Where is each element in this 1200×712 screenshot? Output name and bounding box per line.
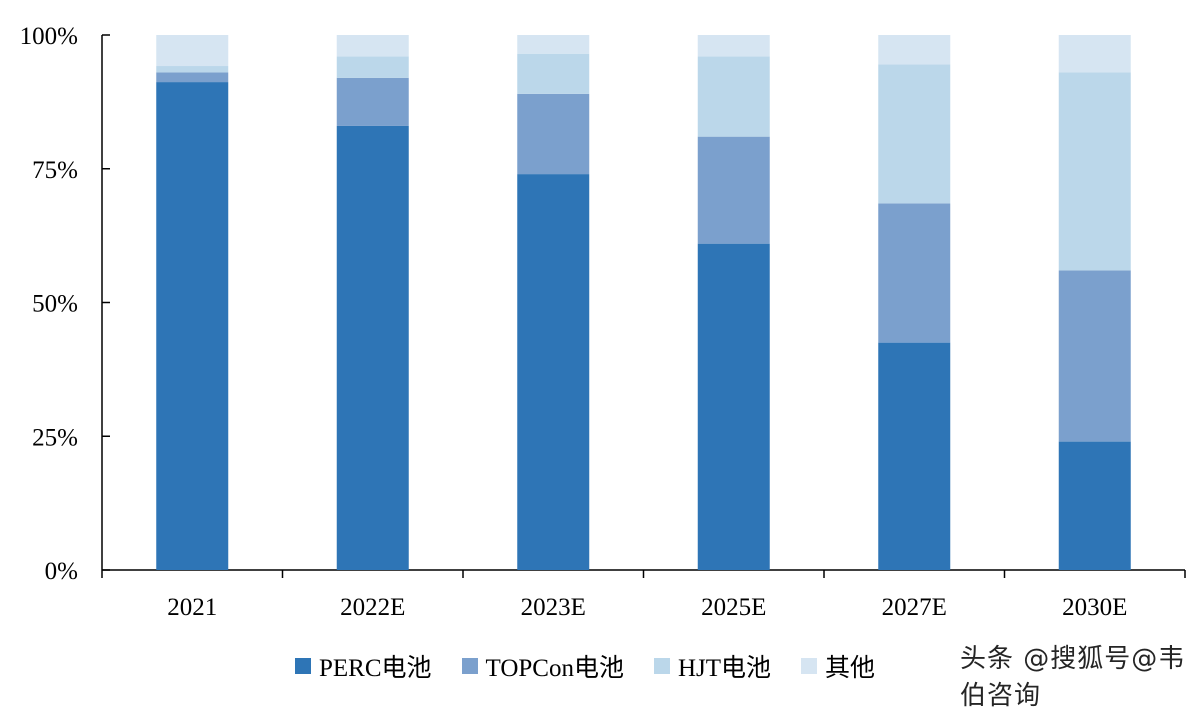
- bar-segment-topcon: [1058, 270, 1131, 442]
- bar-segment-perc: [156, 82, 229, 570]
- bar-segment-hjt: [517, 53, 590, 94]
- bar-segment-hjt: [336, 56, 409, 78]
- y-tick-label: 50%: [32, 291, 78, 318]
- bar-segment-hjt: [1058, 72, 1131, 271]
- y-tick-label: 0%: [45, 558, 78, 585]
- x-tick-label: 2030E: [1062, 594, 1127, 621]
- legend-swatch-perc: [295, 658, 311, 674]
- legend: PERC电池 TOPCon电池 HJT电池 其他: [295, 648, 875, 684]
- bar-segment-topcon: [517, 93, 590, 175]
- bars: [156, 35, 1131, 570]
- bar-segment-perc: [336, 125, 409, 570]
- y-tick-label: 75%: [32, 157, 78, 184]
- watermark: 头条 @搜狐号@韦伯咨询: [960, 644, 1186, 711]
- bar-segment-other: [1058, 35, 1131, 73]
- legend-item-topcon: TOPCon电池: [461, 648, 624, 684]
- y-tick-label: 25%: [32, 424, 78, 451]
- chart: 0% 25% 50% 75% 100% 2021 2022E 2023E 2025E 2027E…: [20, 23, 1186, 621]
- bar-segment-other: [517, 35, 590, 54]
- x-tick-label: 2025E: [701, 594, 766, 621]
- bar-segment-hjt: [156, 66, 229, 73]
- bar-segment-topcon: [878, 203, 951, 343]
- legend-label-other: 其他: [825, 655, 876, 682]
- x-tick-label: 2027E: [882, 594, 947, 621]
- y-ticks: 0% 25% 50% 75% 100%: [20, 23, 110, 585]
- bar-segment-other: [697, 35, 770, 57]
- bar-segment-perc: [517, 174, 590, 570]
- x-tick-label: 2023E: [521, 594, 586, 621]
- legend-label-hjt: HJT电池: [677, 655, 772, 682]
- bar-segment-other: [336, 35, 409, 57]
- x-tick-label: 2021: [167, 594, 217, 621]
- legend-label-topcon: TOPCon电池: [485, 655, 624, 682]
- legend-swatch-topcon: [461, 658, 478, 674]
- legend-item-perc: PERC电池: [295, 648, 432, 684]
- y-tick-label: 100%: [20, 23, 78, 50]
- bar-segment-other: [156, 35, 229, 67]
- bar-segment-perc: [1058, 441, 1131, 570]
- legend-item-hjt: HJT电池: [653, 648, 772, 684]
- bar-segment-topcon: [697, 136, 770, 244]
- legend-item-other: 其他: [801, 648, 875, 684]
- legend-swatch-hjt: [653, 658, 670, 674]
- legend-swatch-other: [801, 658, 818, 674]
- bar-segment-other: [878, 35, 951, 65]
- bar-segment-topcon: [336, 77, 409, 126]
- bar-segment-hjt: [697, 56, 770, 137]
- bar-segment-hjt: [878, 64, 951, 204]
- x-tick-label: 2022E: [340, 594, 405, 621]
- legend-label-perc: PERC电池: [319, 655, 432, 682]
- bar-segment-topcon: [156, 72, 229, 83]
- x-ticks: 2021 2022E 2023E 2025E 2027E 2030E: [101, 570, 1186, 621]
- bar-segment-perc: [697, 243, 770, 570]
- bar-segment-perc: [878, 342, 951, 570]
